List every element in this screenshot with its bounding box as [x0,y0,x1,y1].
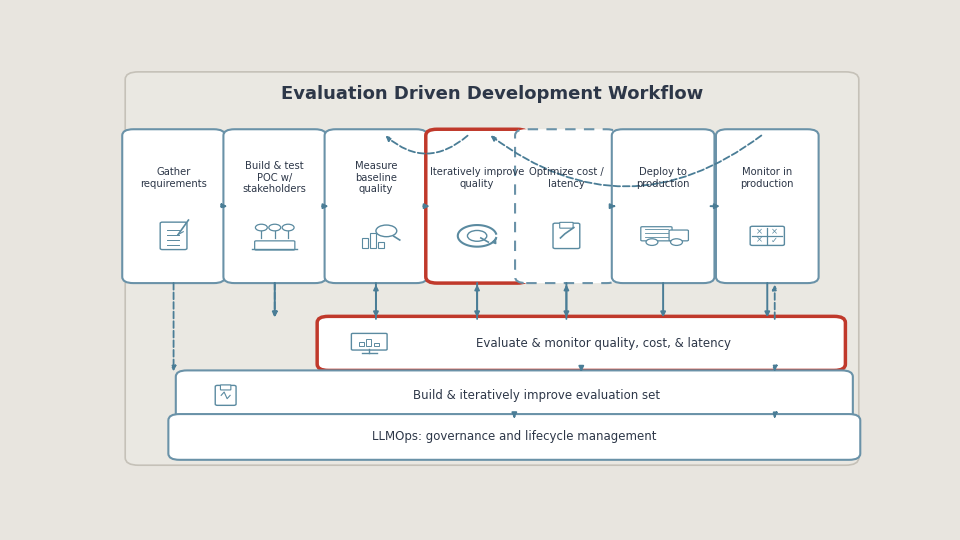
FancyBboxPatch shape [378,242,384,248]
FancyBboxPatch shape [426,129,528,283]
Text: Deploy to
production: Deploy to production [636,167,690,188]
Circle shape [468,231,487,241]
Text: Build & iteratively improve evaluation set: Build & iteratively improve evaluation s… [413,389,660,402]
Text: Optimize cost /
latency: Optimize cost / latency [529,167,604,188]
FancyBboxPatch shape [370,233,376,248]
FancyBboxPatch shape [716,129,819,283]
FancyBboxPatch shape [168,414,860,460]
Text: Gather
requirements: Gather requirements [140,167,207,188]
FancyArrowPatch shape [387,136,468,153]
Circle shape [670,239,683,245]
FancyBboxPatch shape [324,129,427,283]
Text: ×: × [756,235,763,245]
Circle shape [646,239,658,245]
FancyBboxPatch shape [359,342,364,346]
Text: Evaluate & monitor quality, cost, & latency: Evaluate & monitor quality, cost, & late… [476,337,732,350]
FancyBboxPatch shape [176,370,852,420]
FancyBboxPatch shape [254,241,295,250]
FancyBboxPatch shape [224,129,326,283]
Text: Evaluation Driven Development Workflow: Evaluation Driven Development Workflow [281,85,703,103]
FancyBboxPatch shape [122,129,225,283]
FancyBboxPatch shape [560,222,573,228]
FancyBboxPatch shape [362,238,368,248]
FancyBboxPatch shape [553,223,580,248]
Circle shape [376,225,396,237]
FancyBboxPatch shape [641,227,672,241]
Text: Build & test
POC w/
stakeholders: Build & test POC w/ stakeholders [243,161,306,194]
FancyBboxPatch shape [160,222,187,249]
FancyBboxPatch shape [125,72,859,465]
Text: ×: × [756,227,763,236]
Text: Measure
baseline
quality: Measure baseline quality [354,161,397,194]
FancyBboxPatch shape [373,343,379,346]
Circle shape [269,224,280,231]
FancyBboxPatch shape [351,333,387,350]
FancyBboxPatch shape [317,316,846,370]
FancyArrowPatch shape [492,136,761,186]
Text: Monitor in
production: Monitor in production [740,167,794,188]
FancyBboxPatch shape [367,339,372,346]
Circle shape [255,224,267,231]
FancyBboxPatch shape [750,226,784,245]
Circle shape [282,224,294,231]
Text: ✓: ✓ [771,235,779,245]
FancyBboxPatch shape [215,386,236,406]
Text: LLMOps: governance and lifecycle management: LLMOps: governance and lifecycle managem… [372,430,657,443]
FancyBboxPatch shape [612,129,714,283]
FancyBboxPatch shape [221,385,230,390]
Text: ×: × [771,227,779,236]
Text: Iteratively improve
quality: Iteratively improve quality [430,167,524,188]
FancyBboxPatch shape [516,129,617,283]
FancyBboxPatch shape [669,230,688,241]
